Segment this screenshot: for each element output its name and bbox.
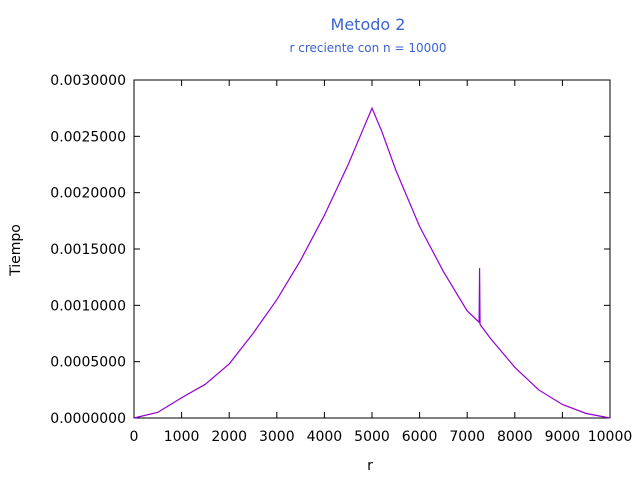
y-axis-label: Tiempo bbox=[8, 224, 24, 277]
y-tick-label: 0.0010000 bbox=[50, 298, 126, 314]
x-tick-label: 7000 bbox=[449, 429, 485, 445]
x-tick-label: 8000 bbox=[497, 429, 533, 445]
y-tick-label: 0.0020000 bbox=[50, 186, 126, 202]
x-tick-label: 9000 bbox=[545, 429, 581, 445]
x-tick-label: 0 bbox=[130, 429, 139, 445]
y-tick-label: 0.0015000 bbox=[50, 242, 126, 258]
y-tick-label: 0.0030000 bbox=[50, 73, 126, 89]
x-axis-label: r bbox=[367, 458, 373, 474]
x-tick-label: 3000 bbox=[259, 429, 295, 445]
x-tick-label: 5000 bbox=[354, 429, 390, 445]
y-tick-label: 0.0000000 bbox=[50, 411, 126, 427]
series-line-0 bbox=[133, 106, 611, 419]
axis-ticks: 0 1000 2000 3000 4000 5000 6000 7000 8000 9000 100… bbox=[50, 73, 632, 445]
chart-title: Metodo 2 bbox=[331, 15, 406, 34]
series-layer bbox=[133, 106, 611, 419]
y-tick-label: 0.0025000 bbox=[50, 129, 126, 145]
plot-frame bbox=[133, 79, 611, 419]
y-tick-label: 0.0005000 bbox=[50, 355, 126, 371]
x-tick-label: 4000 bbox=[307, 429, 343, 445]
x-tick-label: 1000 bbox=[164, 429, 200, 445]
x-tick-label: 6000 bbox=[402, 429, 438, 445]
chart-subtitle: r creciente con n = 10000 bbox=[289, 41, 446, 55]
x-tick-label: 2000 bbox=[211, 429, 247, 445]
x-tick-label: 10000 bbox=[588, 429, 633, 445]
